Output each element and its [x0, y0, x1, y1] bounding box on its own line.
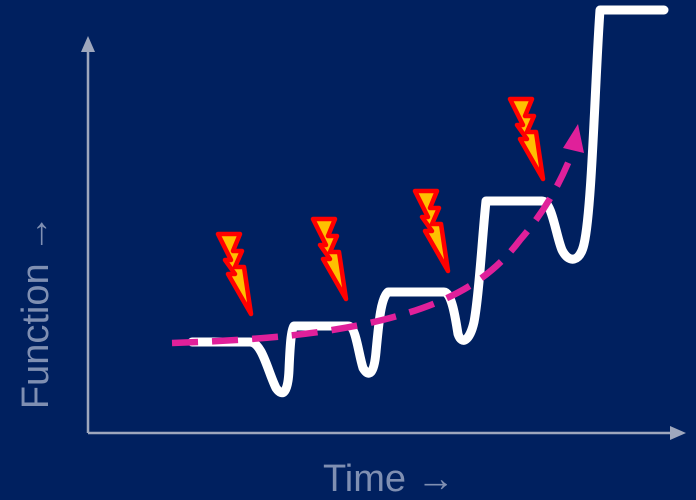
x-axis-label: Time →: [323, 458, 455, 500]
lightning-bolt-icon: [510, 99, 543, 179]
lightning-bolt-icon: [415, 191, 448, 271]
function-line: [187, 5, 669, 397]
trend-arrowhead-icon: [563, 124, 584, 153]
x-axis: [88, 426, 686, 440]
lightning-bolt-icon: [313, 219, 346, 299]
trend-line: [171, 146, 578, 347]
y-axis: [81, 36, 95, 433]
y-axis-arrowhead-icon: [81, 36, 95, 52]
x-axis-arrowhead-icon: [670, 426, 686, 440]
lightning-bolt-icon: [218, 234, 251, 314]
y-axis-label: Function →: [15, 214, 57, 410]
